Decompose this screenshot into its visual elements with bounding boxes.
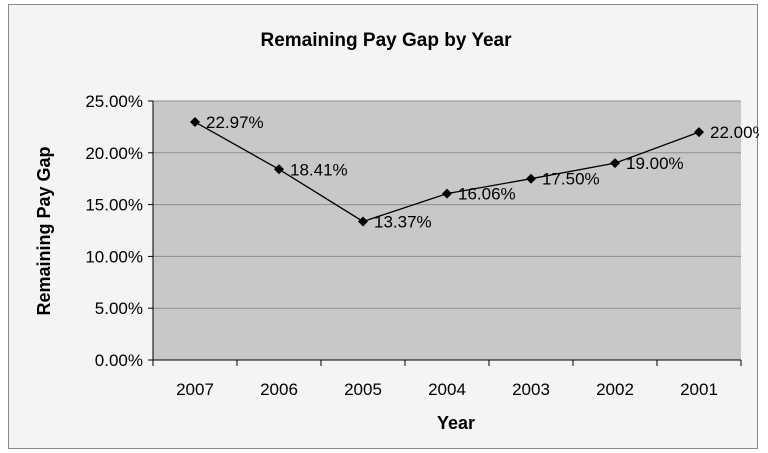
series-layer bbox=[190, 117, 704, 227]
x-tick-label: 2003 bbox=[512, 380, 550, 399]
data-label: 19.00% bbox=[626, 154, 684, 173]
axes bbox=[152, 101, 741, 361]
chart-container: Remaining Pay Gap by Year 0.00% 5.00% 10.0… bbox=[8, 4, 759, 449]
x-tick-label: 2007 bbox=[176, 380, 214, 399]
line-chart: Remaining Pay Gap by Year 0.00% 5.00% 10.0… bbox=[34, 30, 759, 433]
data-point-marker bbox=[694, 127, 704, 138]
data-point-marker bbox=[526, 173, 536, 184]
x-axis-title: Year bbox=[437, 413, 475, 433]
data-label: 17.50% bbox=[542, 170, 600, 189]
y-tick-label: 25.00% bbox=[85, 92, 143, 111]
y-tick-label: 5.00% bbox=[95, 299, 143, 318]
y-tick-label: 0.00% bbox=[95, 351, 143, 370]
data-label: 22.97% bbox=[206, 113, 264, 132]
x-tick-label: 2005 bbox=[344, 380, 382, 399]
data-point-marker bbox=[274, 164, 284, 175]
data-label: 16.06% bbox=[458, 185, 516, 204]
data-label: 13.37% bbox=[374, 212, 432, 231]
chart-title: Remaining Pay Gap by Year bbox=[261, 30, 513, 51]
data-point-marker bbox=[190, 117, 200, 128]
data-label: 22.00% bbox=[710, 123, 759, 142]
x-tick-label: 2001 bbox=[680, 380, 718, 399]
data-point-marker bbox=[358, 216, 368, 227]
x-tick-label: 2002 bbox=[596, 380, 634, 399]
x-tick-label: 2006 bbox=[260, 380, 298, 399]
x-axis-ticks: 2007 2006 2005 2004 2003 2002 2001 bbox=[152, 360, 742, 399]
y-axis-ticks: 0.00% 5.00% 10.00% 15.00% 20.00% 25.00% bbox=[85, 92, 153, 370]
plot-area bbox=[153, 101, 741, 360]
data-label: 18.41% bbox=[290, 160, 348, 179]
y-tick-label: 20.00% bbox=[85, 144, 143, 163]
data-labels: 22.97% 18.41% 13.37% 16.06% 17.50% 19.00% 22.0… bbox=[206, 113, 759, 231]
y-tick-label: 10.00% bbox=[85, 247, 143, 266]
data-point-marker bbox=[610, 158, 620, 169]
y-tick-label: 15.00% bbox=[85, 196, 143, 215]
y-axis-title: Remaining Pay Gap bbox=[34, 146, 54, 315]
data-point-marker bbox=[442, 188, 452, 199]
x-tick-label: 2004 bbox=[428, 380, 466, 399]
